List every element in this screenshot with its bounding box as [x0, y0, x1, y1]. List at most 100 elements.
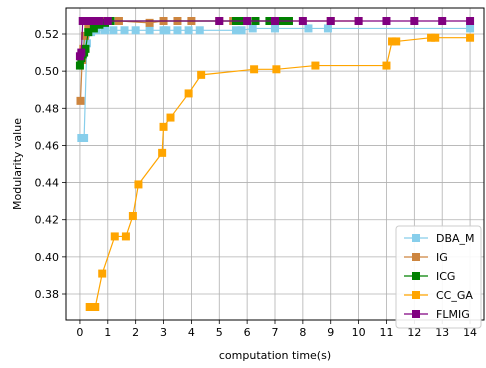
- data-point-flmig: [85, 17, 94, 25]
- data-point-cc-ga: [466, 33, 475, 42]
- legend-entry-cc-ga: CC_GA: [404, 289, 473, 302]
- y-tick-label: 0.40: [35, 251, 60, 264]
- data-point-cc-ga: [121, 232, 130, 241]
- data-point-dba-m: [248, 24, 257, 33]
- data-point-ig: [145, 18, 154, 27]
- data-point-flmig: [95, 17, 104, 25]
- y-tick-label: 0.48: [35, 102, 60, 115]
- y-tick-label: 0.50: [35, 65, 60, 78]
- data-point-dba-m: [131, 26, 140, 35]
- data-point-cc-ga: [392, 37, 401, 46]
- data-point-cc-ga: [250, 65, 259, 74]
- legend: DBA_M IG ICG CC_GA FLMIG: [395, 225, 482, 329]
- data-point-dba-m: [271, 24, 279, 33]
- data-point-flmig: [326, 17, 335, 25]
- data-point-cc-ga: [388, 37, 397, 46]
- x-axis-label: computation time(s): [219, 349, 331, 362]
- data-point-flmig: [77, 48, 86, 57]
- legend-label: IG: [436, 251, 448, 264]
- x-tick-label: 7: [272, 326, 279, 339]
- x-tick-label: 0: [76, 326, 83, 339]
- x-tick-label: 14: [463, 326, 477, 339]
- x-tick-label: 10: [352, 326, 366, 339]
- data-point-icg: [84, 28, 93, 37]
- data-point-cc-ga: [382, 61, 391, 70]
- data-point-dba-m: [162, 26, 171, 35]
- x-tick-label: 12: [407, 326, 421, 339]
- y-tick-label: 0.42: [35, 214, 60, 227]
- y-tick-label: 0.44: [35, 177, 60, 190]
- data-point-icg: [89, 24, 98, 33]
- series-cc-ga: [85, 33, 475, 311]
- data-point-cc-ga: [158, 148, 167, 157]
- data-point-flmig: [298, 17, 307, 25]
- x-tick-label: 11: [379, 326, 393, 339]
- x-tick-label: 2: [132, 326, 139, 339]
- y-tick-label: 0.38: [35, 288, 60, 301]
- legend-entry-dba-m: DBA_M: [404, 232, 475, 245]
- x-tick-label: 8: [299, 326, 306, 339]
- data-point-cc-ga: [431, 33, 440, 42]
- axis-ticks: 0 1 2 3 4 5 6 7 8 9 10 11 12 13 140.380.400.420.440.46…: [35, 28, 478, 339]
- data-point-cc-ga: [197, 70, 206, 79]
- data-point-icg: [75, 61, 84, 70]
- data-point-dba-m: [109, 26, 118, 35]
- data-point-cc-ga: [98, 269, 107, 278]
- data-point-dba-m: [80, 134, 89, 142]
- x-tick-label: 1: [104, 326, 111, 339]
- legend-marker: [412, 272, 420, 280]
- data-point-cc-ga: [184, 89, 193, 98]
- data-point-dba-m: [120, 26, 129, 35]
- data-point-dba-m: [173, 26, 182, 35]
- series-line-dba-m: [81, 27, 471, 139]
- data-point-cc-ga: [427, 33, 436, 42]
- data-point-dba-m: [195, 26, 204, 35]
- series-layer: [75, 17, 475, 311]
- data-point-cc-ga: [166, 113, 175, 122]
- legend-label: FLMIG: [436, 308, 470, 321]
- y-tick-label: 0.52: [35, 28, 60, 41]
- data-point-dba-m: [145, 26, 154, 35]
- x-tick-label: 13: [435, 326, 449, 339]
- data-point-cc-ga: [110, 232, 119, 241]
- data-point-dba-m: [184, 26, 193, 35]
- data-point-flmig: [382, 17, 391, 25]
- data-point-ig: [84, 22, 93, 31]
- data-point-cc-ga: [85, 303, 94, 311]
- legend-label: ICG: [436, 270, 455, 283]
- data-point-dba-m: [323, 24, 332, 33]
- data-point-cc-ga: [128, 212, 137, 220]
- data-point-dba-m: [231, 26, 240, 35]
- data-point-icg: [81, 44, 90, 53]
- data-point-cc-ga: [159, 122, 168, 131]
- legend-box: [395, 225, 482, 329]
- data-point-cc-ga: [91, 303, 100, 311]
- legend-entry-icg: ICG: [404, 270, 455, 283]
- data-point-flmig: [271, 17, 279, 25]
- data-point-flmig: [354, 17, 363, 25]
- data-point-cc-ga: [311, 61, 320, 70]
- data-point-dba-m: [466, 24, 475, 33]
- data-point-ig: [76, 96, 85, 105]
- data-point-flmig: [215, 17, 224, 25]
- legend-entry-flmig: FLMIG: [404, 308, 470, 321]
- legend-marker: [412, 310, 420, 318]
- x-tick-label: 4: [188, 326, 195, 339]
- x-tick-label: 6: [244, 326, 251, 339]
- x-tick-label: 9: [327, 326, 334, 339]
- legend-marker: [412, 253, 420, 261]
- data-point-cc-ga: [272, 65, 281, 74]
- legend-marker: [412, 291, 420, 299]
- x-tick-label: 3: [160, 326, 167, 339]
- series-flmig: [75, 17, 475, 61]
- y-tick-label: 0.46: [35, 139, 60, 152]
- data-point-flmig: [81, 17, 90, 25]
- data-point-dba-m: [304, 24, 313, 33]
- legend-label: CC_GA: [436, 289, 473, 302]
- data-point-flmig: [243, 17, 252, 25]
- legend-entry-ig: IG: [404, 251, 448, 264]
- data-point-flmig: [438, 17, 447, 25]
- data-point-flmig: [466, 17, 475, 25]
- data-point-dba-m: [237, 26, 246, 35]
